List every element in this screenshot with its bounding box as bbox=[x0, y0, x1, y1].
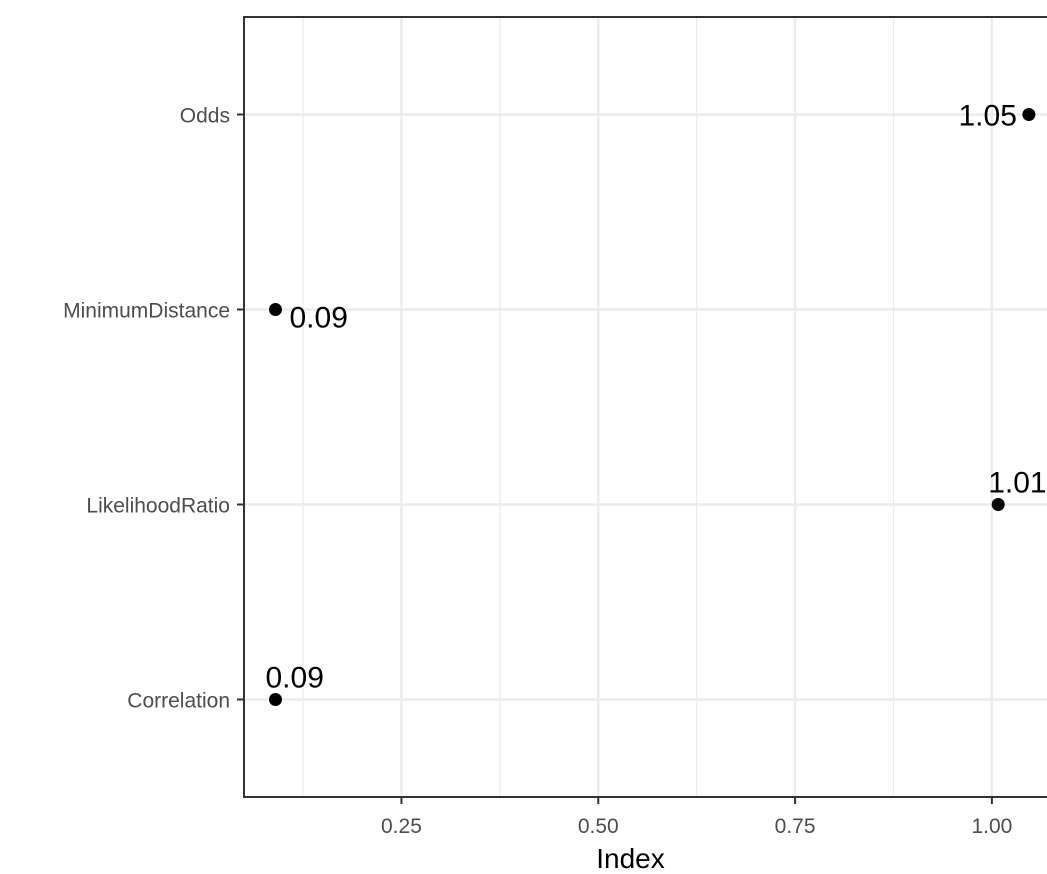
y-tick-label: Correlation bbox=[127, 690, 230, 713]
data-label: 1.01 bbox=[988, 467, 1046, 500]
grid-layer bbox=[244, 17, 1047, 797]
data-label: 0.09 bbox=[265, 662, 323, 695]
x-tick-label: 0.50 bbox=[578, 815, 619, 838]
data-point bbox=[268, 303, 282, 316]
data-point bbox=[991, 498, 1005, 511]
x-axis-title: Index bbox=[596, 843, 665, 874]
point-layer: 1.05 0.09 1.01 0.09 bbox=[265, 100, 1047, 706]
y-tick-label: LikelihoodRatio bbox=[86, 495, 230, 518]
x-tick-label: 1.00 bbox=[971, 815, 1012, 838]
y-tick-label: Odds bbox=[180, 105, 230, 128]
axis-layer: 0.25 0.50 0.75 1.00 Odds MinimumDistance Likel… bbox=[63, 105, 1012, 839]
data-label: 0.09 bbox=[289, 302, 347, 335]
data-point bbox=[268, 693, 282, 706]
data-label: 1.05 bbox=[959, 100, 1017, 133]
panel-border bbox=[243, 16, 1047, 798]
x-tick-label: 0.75 bbox=[775, 815, 816, 838]
data-point bbox=[1022, 108, 1036, 121]
x-tick-label: 0.25 bbox=[381, 815, 422, 838]
y-tick-label: MinimumDistance bbox=[63, 300, 230, 323]
